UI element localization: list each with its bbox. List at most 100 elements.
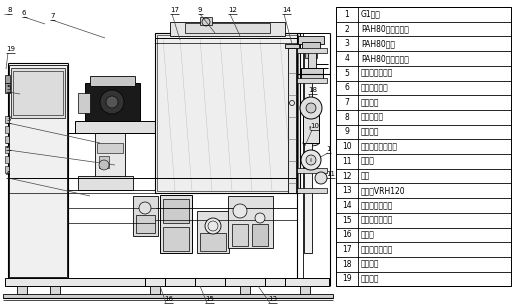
Bar	[5, 116, 9, 123]
Text: 12: 12	[342, 172, 352, 180]
Bar	[85, 83, 140, 121]
Circle shape	[315, 172, 327, 184]
Bar	[75, 121, 155, 133]
Bar	[150, 286, 160, 294]
Bar	[155, 33, 300, 193]
Text: 稳压泵: 稳压泵	[361, 230, 375, 239]
Bar	[303, 113, 319, 143]
Bar	[297, 188, 327, 193]
Text: 8: 8	[7, 7, 11, 13]
Circle shape	[300, 97, 322, 119]
Circle shape	[139, 202, 151, 214]
Bar	[3, 294, 333, 298]
Bar	[308, 52, 316, 70]
Text: 9: 9	[198, 7, 202, 13]
Text: 18: 18	[308, 87, 317, 93]
Text: 10: 10	[310, 123, 319, 129]
Bar	[297, 168, 327, 173]
Text: 溢流阀VRH120: 溢流阀VRH120	[361, 186, 406, 195]
Bar	[240, 286, 250, 294]
Text: 1: 1	[326, 146, 331, 152]
Text: 5: 5	[6, 85, 10, 91]
Bar	[95, 133, 125, 178]
Bar	[200, 233, 226, 251]
Text: 19: 19	[6, 46, 15, 52]
Text: 15: 15	[342, 216, 352, 225]
Text: 16: 16	[342, 230, 352, 239]
Bar	[302, 42, 320, 52]
Text: 15: 15	[205, 296, 214, 302]
Text: 11: 11	[326, 171, 335, 177]
Bar	[288, 48, 296, 193]
Bar	[297, 78, 327, 83]
Circle shape	[306, 103, 316, 113]
Bar	[298, 36, 324, 44]
Bar	[163, 199, 189, 223]
Bar	[11, 68, 65, 118]
Bar	[97, 143, 123, 153]
Text: 固定细水雾过滤器: 固定细水雾过滤器	[361, 142, 398, 151]
Text: 13: 13	[342, 186, 352, 195]
Text: 3: 3	[345, 39, 350, 48]
Bar	[305, 50, 317, 58]
Text: 9: 9	[345, 128, 350, 136]
Bar	[13, 71, 63, 115]
Text: 18: 18	[342, 260, 352, 269]
Text: G1球阀: G1球阀	[361, 10, 381, 19]
Bar	[136, 215, 155, 233]
Bar	[5, 278, 329, 286]
Text: 6: 6	[22, 10, 26, 16]
Bar	[228, 196, 273, 248]
Text: 5: 5	[345, 69, 350, 78]
Circle shape	[99, 160, 109, 170]
Text: fi: fi	[309, 125, 313, 131]
Text: PAH80泵组: PAH80泵组	[361, 39, 395, 48]
Circle shape	[306, 155, 316, 165]
Bar	[5, 166, 9, 173]
Text: 13: 13	[268, 296, 277, 302]
Circle shape	[301, 150, 321, 170]
Bar	[50, 286, 60, 294]
Text: 不锈钢压力表: 不锈钢压力表	[361, 83, 389, 92]
Bar	[5, 126, 9, 133]
Bar	[5, 136, 9, 143]
Circle shape	[233, 204, 247, 218]
Text: 12: 12	[228, 7, 237, 13]
Bar	[200, 17, 212, 25]
Bar	[232, 224, 248, 246]
Text: 稳压泵出水管路: 稳压泵出水管路	[361, 216, 393, 225]
Bar	[185, 23, 270, 33]
Text: 安全阀: 安全阀	[361, 157, 375, 166]
Bar	[252, 224, 268, 246]
Text: 8: 8	[345, 113, 349, 122]
Text: PAH80泵进水管路: PAH80泵进水管路	[361, 54, 409, 63]
Bar	[301, 68, 323, 80]
Text: 7: 7	[345, 98, 350, 107]
Ellipse shape	[303, 110, 319, 116]
Text: 17: 17	[342, 245, 352, 254]
Text: 4: 4	[6, 171, 10, 177]
Bar	[17, 286, 27, 294]
Bar	[170, 22, 285, 36]
Text: 3: 3	[6, 116, 10, 122]
Bar	[160, 195, 192, 253]
Text: 低压管路: 低压管路	[361, 98, 380, 107]
Text: il: il	[310, 157, 313, 163]
Circle shape	[205, 218, 221, 234]
Bar	[78, 176, 133, 190]
Text: 4: 4	[345, 54, 350, 63]
Text: 16: 16	[164, 296, 173, 302]
Bar	[336, 7, 511, 286]
Text: 17: 17	[170, 7, 179, 13]
Text: 11: 11	[342, 157, 352, 166]
Bar	[5, 156, 9, 163]
Bar	[9, 65, 67, 277]
Bar	[90, 76, 135, 86]
Bar	[163, 227, 189, 251]
Text: 14: 14	[282, 7, 291, 13]
Text: 1: 1	[345, 10, 349, 19]
Bar	[300, 286, 310, 294]
Text: 14: 14	[342, 201, 352, 210]
Ellipse shape	[303, 140, 319, 146]
Bar	[99, 156, 109, 168]
